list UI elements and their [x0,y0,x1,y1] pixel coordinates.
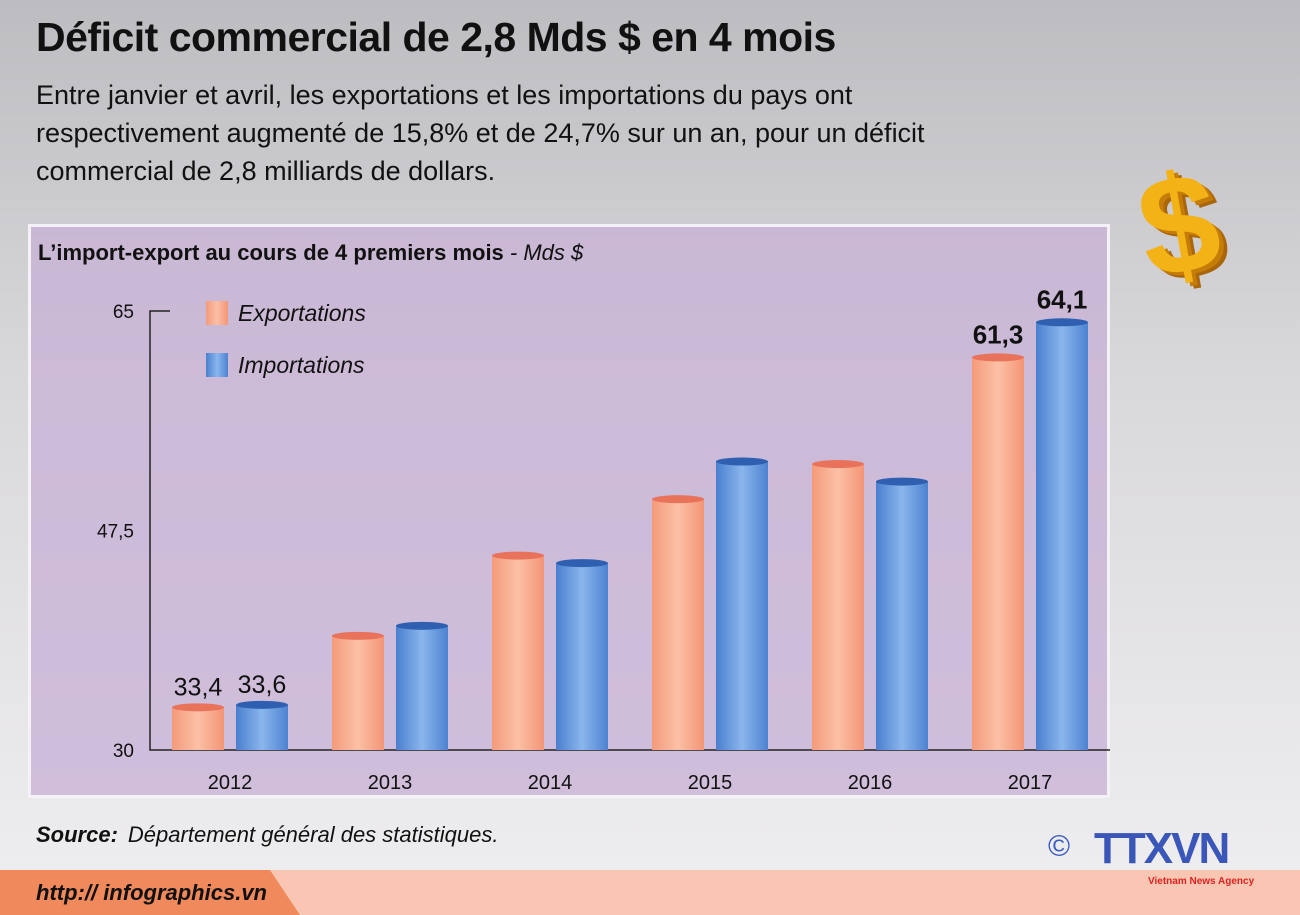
x-tick-label: 2012 [208,772,253,794]
bar-top [332,631,384,640]
bar-top [716,457,768,466]
bar-import-2014 [556,563,608,750]
bar-top [236,700,288,709]
page-subtitle: Entre janvier et avril, les exportations… [36,80,925,186]
copyright-icon: © [1048,830,1071,863]
bar-top [492,551,544,560]
bar-import-2017 [1036,322,1088,750]
bar-top [652,495,704,504]
x-tick-label: 2016 [848,772,893,794]
data-label: 33,4 [174,673,223,701]
bar-top [172,703,224,712]
axis-lines [149,310,1110,751]
bar-export-2015 [652,499,704,750]
logo-agency: Vietnam News Agency [1148,876,1255,887]
legend-label: Exportations [238,300,366,326]
source: Source: Département général des statistiq… [36,822,499,847]
bar-top [556,559,608,568]
bar-export-2016 [812,464,864,750]
url-band [0,870,300,915]
page-title: Déficit commercial de 2,8 Mds $ en 4 moi… [36,14,836,60]
x-tick-label: 2013 [368,772,413,794]
data-label: 33,6 [238,671,287,699]
bar-top [812,460,864,469]
x-tick-label: 2017 [1008,772,1053,794]
bar-export-2013 [332,635,384,750]
x-tick-label: 2015 [688,772,733,794]
bar-export-2017 [972,357,1024,750]
bar-top [396,621,448,630]
bar-top [972,353,1024,362]
logo-text: TTXVN [1094,824,1230,873]
bar-export-2012 [172,707,224,750]
legend-label: Importations [238,352,365,378]
y-tick-label: 30 [113,741,134,762]
y-tick-label: 65 [113,302,134,323]
data-label: 61,3 [973,319,1024,349]
bar-export-2014 [492,555,544,750]
bar-import-2012 [236,704,288,750]
x-tick-label: 2014 [528,772,573,794]
y-tick-label: 47,5 [97,522,134,543]
bar-top [876,477,928,486]
website-link[interactable]: http:// infographics.vn [36,880,267,905]
data-label: 64,1 [1037,284,1088,314]
legend-swatch-export [206,301,228,325]
bar-top [1036,318,1088,327]
legend-swatch-import [206,353,228,377]
bar-import-2016 [876,481,928,750]
bar-import-2013 [396,625,448,750]
chart-unit: - Mds $ [503,240,584,265]
bar-import-2015 [716,461,768,750]
chart-title: L’import-export au cours de 4 premiers m… [38,240,584,265]
